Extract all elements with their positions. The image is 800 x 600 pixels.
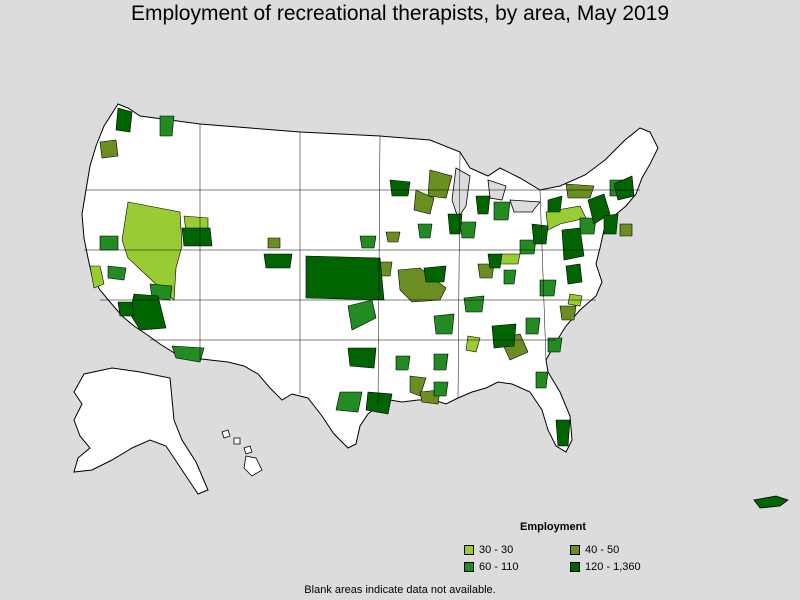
- legend-swatch: [464, 562, 474, 572]
- areas-30-30: [89, 201, 587, 353]
- legend-item-30-30: 30 - 30: [464, 544, 513, 556]
- legend-label: 40 - 50: [585, 544, 620, 556]
- hawaii-shape: [221, 429, 263, 477]
- legend-title: Employment: [520, 521, 587, 533]
- legend-label: 30 - 30: [479, 544, 514, 556]
- map-title: Employment of recreational therapists, b…: [130, 2, 670, 25]
- legend-item-60-110: 60 - 110: [464, 561, 519, 573]
- legend-item-40-50: 40 - 50: [570, 544, 619, 556]
- area-borders: [84, 124, 640, 407]
- alaska-shape: [73, 367, 209, 495]
- legend-label: 60 - 110: [479, 561, 519, 573]
- areas-120-1360: [115, 107, 635, 447]
- areas-60-110: [99, 115, 625, 413]
- legend-swatch: [570, 562, 580, 572]
- legend-swatch: [464, 545, 474, 555]
- legend-label: 120 - 1,360: [585, 561, 641, 573]
- areas-40-50: [99, 139, 633, 405]
- legend-item-120-1360: 120 - 1,360: [570, 561, 641, 573]
- puerto-rico-shape: [753, 495, 789, 509]
- footnote: Blank areas indicate data not available.: [304, 584, 496, 596]
- great-lakes: [451, 167, 541, 219]
- legend-swatch: [570, 545, 580, 555]
